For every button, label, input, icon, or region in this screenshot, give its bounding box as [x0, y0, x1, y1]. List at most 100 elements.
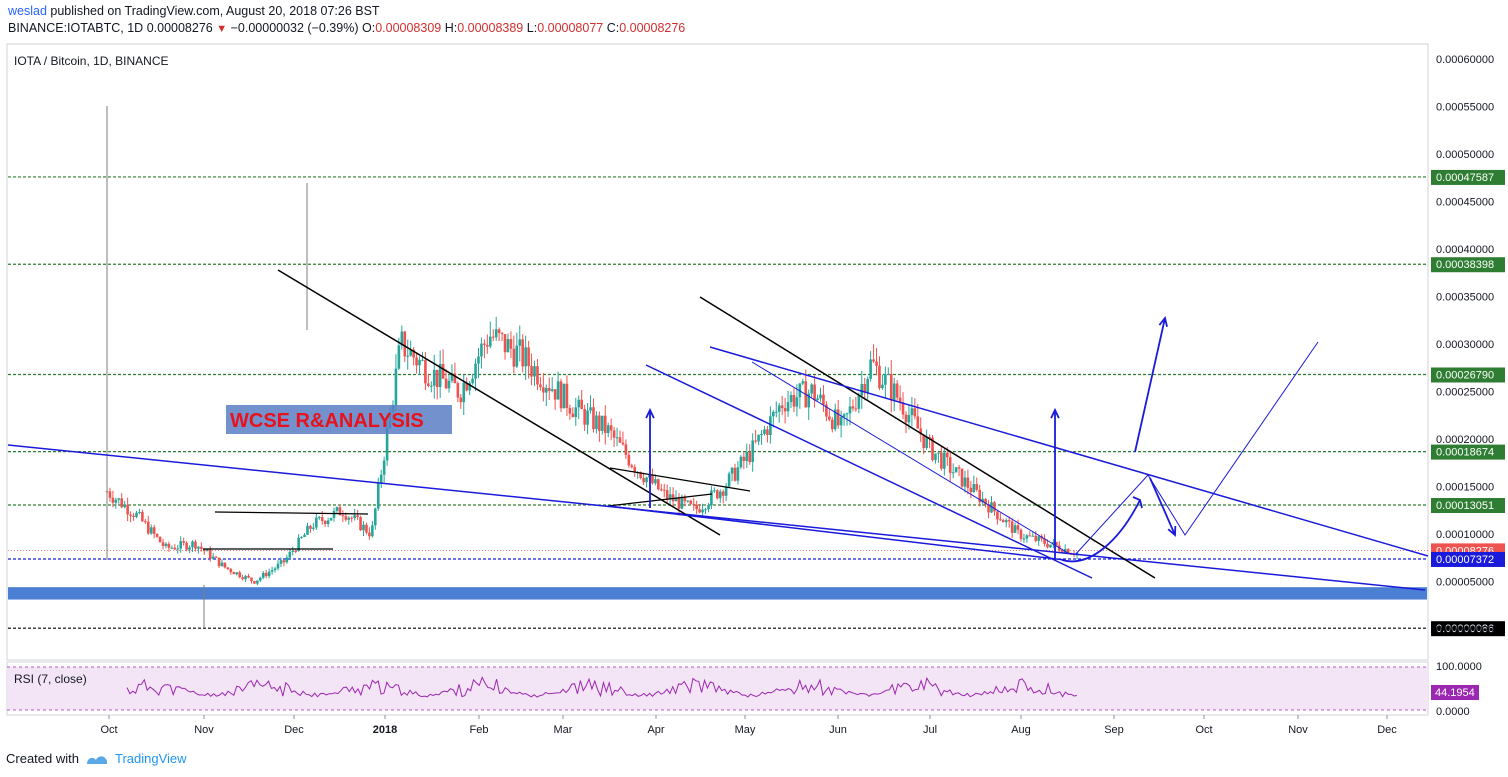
x-tick-label: Nov	[1288, 724, 1308, 736]
candle-body	[341, 515, 345, 517]
candle-body	[707, 505, 710, 510]
x-tick-label: 2018	[373, 724, 397, 736]
candle-body	[916, 416, 920, 429]
candle-body	[120, 498, 124, 508]
candle-body	[760, 433, 763, 435]
candle-body	[583, 409, 586, 425]
candle-body	[368, 532, 371, 537]
candle-body	[990, 502, 993, 513]
candle-body	[294, 550, 297, 552]
candle-body	[173, 547, 177, 550]
down-arrow	[1149, 477, 1176, 536]
candle-body	[651, 474, 654, 484]
candle-body	[769, 416, 772, 436]
candle-body	[996, 511, 999, 520]
candle-body	[810, 384, 813, 394]
candle-body	[716, 490, 719, 499]
candle-body	[527, 347, 530, 367]
candle-body	[315, 517, 318, 528]
candle-body	[1049, 544, 1052, 548]
candle-body	[1013, 525, 1017, 533]
candle-body	[197, 546, 200, 549]
candle-body	[621, 442, 625, 445]
candle-body	[462, 382, 466, 403]
candle-body	[892, 383, 896, 401]
candle-body	[842, 414, 846, 417]
candle-body	[954, 467, 958, 473]
candle-body	[674, 497, 678, 502]
candle-body	[981, 498, 984, 503]
candle-body	[987, 504, 990, 513]
candle-body	[612, 430, 616, 438]
tradingview-link[interactable]: TradingView	[114, 751, 187, 766]
candle-body	[111, 497, 115, 503]
x-tick-label: Feb	[470, 724, 489, 736]
candle-body	[895, 383, 899, 398]
candle-body	[957, 467, 961, 469]
candle-body	[801, 381, 805, 384]
candle-body	[1028, 535, 1032, 537]
candle-body	[518, 339, 522, 346]
candle-body	[733, 467, 737, 481]
candle-body	[1031, 535, 1035, 537]
candle-body	[155, 533, 159, 537]
created-with-text: Created with	[6, 751, 79, 766]
up-arrow-head	[645, 407, 655, 419]
author-link[interactable]: weslad	[8, 4, 47, 18]
candle-body	[630, 465, 634, 468]
high-label: H:	[444, 21, 458, 35]
candle-body	[129, 514, 132, 516]
candle-body	[574, 407, 578, 418]
candle-body	[379, 474, 383, 484]
candle-body	[662, 489, 666, 491]
candle-body	[713, 490, 716, 492]
candle-body	[421, 359, 424, 361]
candle-body	[878, 365, 881, 389]
candle-body	[910, 408, 914, 415]
candle-body	[256, 580, 259, 584]
candle-body	[486, 344, 489, 347]
level-price-badge	[1431, 444, 1505, 460]
candle-body	[167, 543, 171, 548]
candle-body	[898, 397, 902, 403]
candle-body	[1052, 542, 1055, 545]
candle-body	[665, 490, 669, 500]
candle-body	[1055, 542, 1058, 546]
candle-body	[592, 407, 595, 430]
candle-body	[450, 373, 454, 381]
candle-body	[335, 507, 339, 511]
candle-body	[919, 428, 923, 435]
candle-body	[126, 504, 129, 515]
up-arrow-head	[1050, 407, 1060, 419]
rsi-value-badge	[1431, 685, 1479, 700]
candle-body	[901, 402, 905, 415]
candle-body	[515, 345, 519, 367]
candle-body	[409, 349, 412, 356]
candle-body	[480, 343, 483, 357]
candle-body	[966, 477, 970, 488]
candle-body	[320, 517, 324, 521]
close-label: C:	[606, 21, 620, 35]
rsi-tick-label: 0.0000	[1436, 706, 1470, 718]
candle-body	[117, 498, 121, 500]
x-tick-label: Aug	[1011, 724, 1031, 736]
candle-body	[359, 517, 362, 531]
y-tick-label: 0.00010000	[1436, 529, 1494, 541]
candle-body	[491, 336, 495, 338]
candle-body	[317, 517, 321, 519]
x-tick-label: May	[735, 724, 756, 736]
candle-body	[556, 381, 560, 400]
y-tick-label: 0.00030000	[1436, 339, 1494, 351]
curve-arrow-head	[1132, 496, 1143, 509]
candle-body	[497, 329, 501, 334]
candle-body	[350, 517, 354, 519]
candle-body	[323, 520, 327, 524]
x-tick-label: Jul	[923, 724, 937, 736]
level-price-badge	[1431, 257, 1505, 273]
candle-body	[819, 394, 822, 399]
candle-body	[211, 556, 215, 559]
candle-body	[259, 577, 262, 581]
x-tick-label: Jun	[829, 724, 847, 736]
candle-body	[141, 511, 144, 522]
